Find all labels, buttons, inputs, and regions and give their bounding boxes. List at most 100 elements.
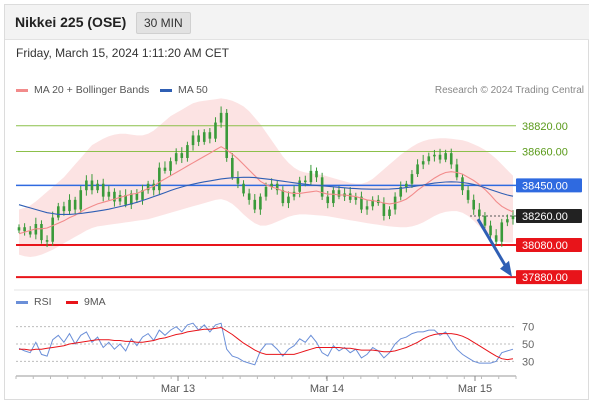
candle-body [410,174,414,184]
level-badge-37880.00 [516,270,582,285]
candle-body [146,183,150,191]
candle-body [186,145,189,158]
candle-body [461,177,464,191]
candle-body [500,222,504,242]
candle-body [40,224,43,241]
candle-body [214,122,217,139]
candle-body [247,193,251,200]
candle-body [433,154,436,157]
rsi-label: RSI [34,296,52,308]
candle-body [309,170,313,183]
candle-body [354,196,358,200]
candle-body [135,193,139,200]
candle-body [438,154,442,160]
candle-body [225,112,229,158]
candle-body [236,177,240,184]
rsi-level-label: 50 [522,339,534,351]
rsi-level-label: 30 [522,356,534,368]
legend-rsi-ma: 9MA [66,296,106,308]
candle-body [152,183,156,191]
candle-body [455,164,459,178]
level-label-38260.00: 38260.00 [522,211,568,223]
candle-body [348,193,352,200]
candle-body [472,199,476,210]
candle-body [68,199,71,212]
level-label-38660.00: 38660.00 [522,147,568,159]
candle-body [85,180,88,191]
candle-body [101,183,105,197]
candle-body [292,191,296,197]
candle-body [449,153,453,165]
bollinger-band [19,98,513,258]
candle-body [489,225,492,236]
rsi-ma-label: 9MA [84,296,106,308]
candle-body [427,156,431,162]
candle-body [51,217,54,242]
x-tick-label: Mar 15 [458,383,492,395]
candle-body [253,199,257,210]
research-credit: Research © 2024 Trading Central [434,85,584,96]
candle-body [416,164,419,175]
rsi-ma-line [19,326,514,361]
candle-body [169,161,172,171]
candle-body [124,195,127,205]
x-tick-label: Mar 14 [310,383,344,395]
candle-body [191,135,195,146]
candle-body [73,199,77,210]
candle-body [219,112,223,123]
candle-body [174,153,178,162]
candle-body [315,170,318,178]
ma50-swatch [160,88,172,92]
timeframe-badge[interactable]: 30 MIN [136,12,191,34]
candle-body [158,167,161,191]
candle-body [197,135,200,142]
candle-body [141,190,144,200]
timestamp: Friday, March 15, 2024 1:11:20 AM CET [16,46,229,60]
candle-body [231,157,234,178]
candle-body [506,219,509,223]
candle-body [90,180,94,191]
candle-body [365,206,369,210]
rsi-swatch [16,300,28,304]
candle-body [264,186,268,197]
x-tick-label: Mar 13 [161,383,195,395]
candle-body [107,191,111,197]
candle-body [326,196,330,204]
candle-body [242,183,245,194]
ma20-swatch [16,88,28,92]
chart-header: Nikkei 225 (OSE) 30 MIN [5,5,589,40]
candle-body [444,153,447,160]
rsi-ma-swatch [66,300,78,304]
candle-body [303,180,307,183]
level-badge-38260.00 [516,208,582,223]
candle-body [96,183,99,191]
candle-body [405,183,408,187]
rsi-line [18,322,514,366]
projection-arrow [476,218,508,268]
candle-body [118,195,122,202]
candle-body [202,132,206,142]
candle-body [281,190,285,204]
candle-body [399,186,403,197]
legend-ma50: MA 50 [160,84,208,96]
level-label-38080.00: 38080.00 [522,240,568,252]
candle-body [287,196,290,204]
candle-body [483,215,487,226]
candle-body [511,215,515,220]
candle-body [371,199,374,207]
candle-body [56,206,60,218]
candle-body [129,193,133,205]
candle-body [23,227,26,232]
candle-body [113,191,116,202]
candle-body [332,190,335,204]
candle-body [62,206,66,212]
legend-ma20: MA 20 + Bollinger Bands [16,84,149,96]
projection-arrow-head [500,260,512,277]
candle-body [79,190,83,210]
candle-body [208,132,212,139]
level-label-37880.00: 37880.00 [522,272,568,284]
ma50-line [18,176,514,215]
candle-body [478,209,481,216]
ma50-label: MA 50 [178,84,208,96]
rsi-level-label: 70 [522,322,534,334]
